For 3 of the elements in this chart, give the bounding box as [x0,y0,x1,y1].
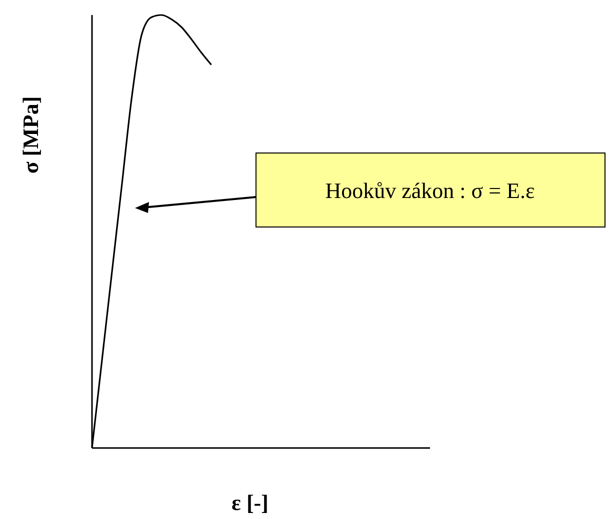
y-axis-title: σ [MPa] [18,96,43,174]
x-axis-title: ε [-] [232,490,268,515]
annotation: Hookův zákon : σ = E.ε [325,178,535,203]
